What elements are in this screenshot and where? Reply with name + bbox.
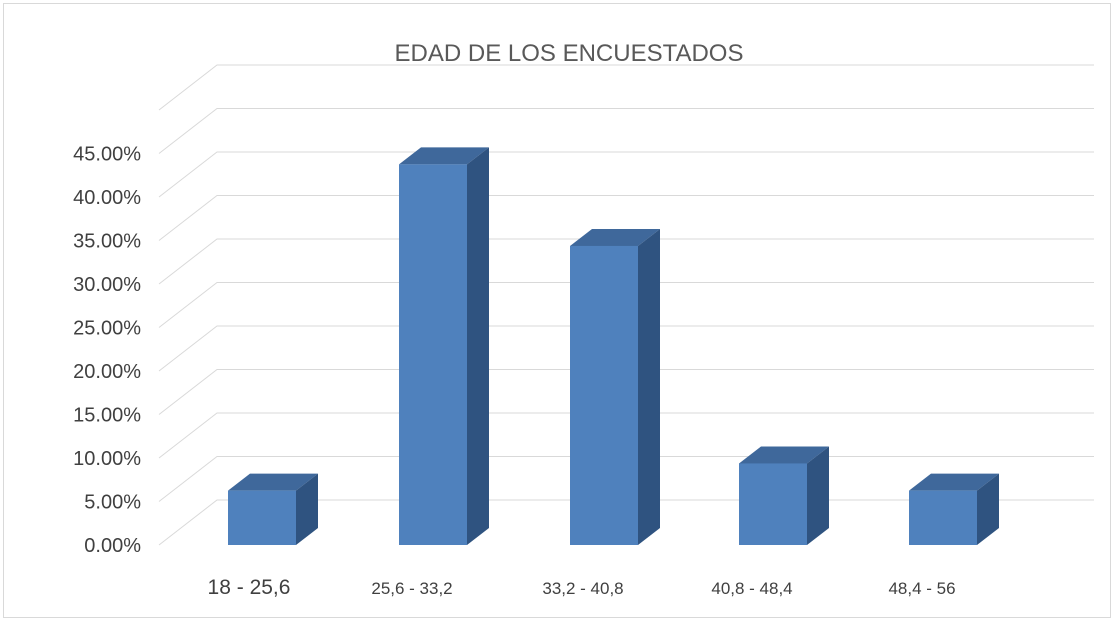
chart-svg: 0.00% 5.00% 10.00% 15.00% 20.00% 25.00% 30.00%… — [73, 40, 1094, 599]
bar-front-face — [570, 245, 638, 545]
gridline — [158, 238, 1094, 285]
x-axis-tick-labels: 18 - 25,6 25,6 - 33,2 33,2 - 40,8 40,8 - 48… — [208, 576, 956, 599]
y-tick-label: 20.00% — [73, 361, 141, 383]
x-tick-label: 40,8 - 48,4 — [711, 579, 792, 598]
x-tick-label: 25,6 - 33,2 — [371, 579, 452, 598]
y-axis-tick-labels: 0.00% 5.00% 10.00% 15.00% 20.00% 25.00% 30.00%… — [73, 144, 141, 558]
gridline — [158, 108, 1094, 154]
y-tick-label: 10.00% — [73, 448, 141, 470]
bar-top-face — [739, 446, 829, 464]
y-tick-label: 15.00% — [73, 405, 141, 427]
x-tick-label: 48,4 - 56 — [888, 579, 955, 598]
bar-front-face — [228, 490, 296, 545]
bar-5 — [909, 473, 999, 545]
gridline — [158, 282, 1094, 328]
bar-side-face — [977, 473, 999, 545]
gridline — [158, 369, 1094, 415]
bar-side-face — [638, 228, 660, 545]
bar-side-face — [296, 473, 318, 545]
bar-side-face — [807, 446, 829, 545]
gridline — [158, 412, 1094, 459]
bar-top-face — [909, 473, 999, 491]
chart-frame: 0.00% 5.00% 10.00% 15.00% 20.00% 25.00% 30.00%… — [3, 3, 1111, 618]
bar-front-face — [739, 463, 807, 545]
bar-top-face — [399, 147, 489, 165]
gridline — [158, 64, 1094, 111]
chart-title: EDAD DE LOS ENCUESTADOS — [395, 40, 744, 67]
bar-3 — [570, 228, 660, 545]
y-tick-label: 40.00% — [73, 187, 141, 209]
x-tick-label: 33,2 - 40,8 — [542, 579, 623, 598]
bar-1 — [228, 473, 318, 545]
gridline — [158, 195, 1094, 241]
y-tick-label: 45.00% — [73, 144, 141, 166]
x-tick-label: 18 - 25,6 — [208, 576, 291, 599]
gridline — [158, 325, 1094, 372]
bar-top-face — [570, 228, 660, 246]
y-tick-label: 5.00% — [84, 492, 141, 514]
bar-layer — [228, 147, 999, 545]
bar-top-face — [228, 473, 318, 491]
bar-2 — [399, 147, 489, 545]
y-tick-label: 30.00% — [73, 274, 141, 296]
bar-4 — [739, 446, 829, 545]
y-tick-label: 25.00% — [73, 318, 141, 340]
y-tick-label: 0.00% — [84, 535, 141, 557]
bar-front-face — [399, 164, 467, 545]
bar-side-face — [467, 147, 489, 545]
bar-front-face — [909, 490, 977, 545]
gridline — [158, 151, 1094, 198]
y-tick-label: 35.00% — [73, 231, 141, 253]
grid-layer — [158, 64, 1094, 546]
